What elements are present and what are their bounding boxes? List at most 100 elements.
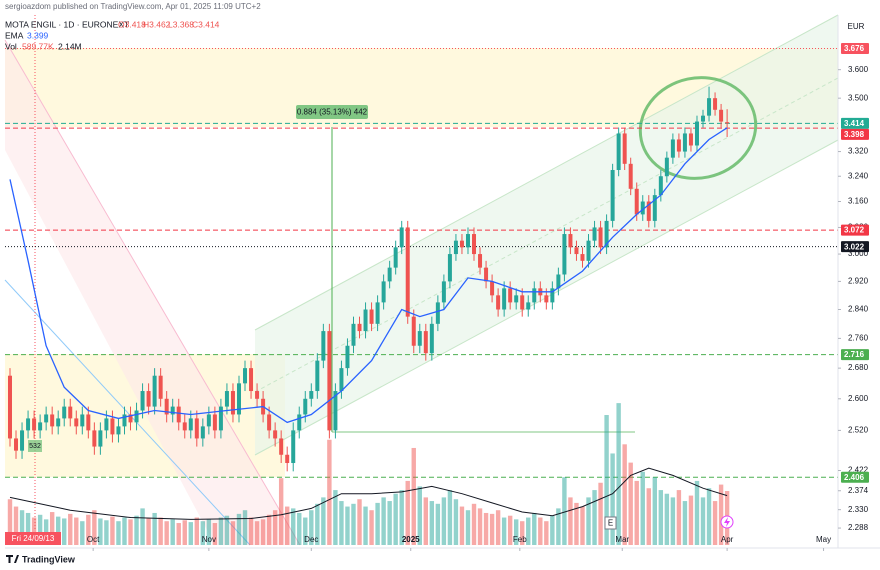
volume-bar [544, 521, 549, 545]
candle-body [544, 295, 549, 303]
price-level-label: 3.022 [844, 242, 865, 251]
volume-bar [110, 516, 115, 545]
candle-body [688, 133, 693, 146]
volume-bar [465, 510, 471, 545]
volume-bar [712, 501, 718, 545]
candle-body [556, 274, 561, 289]
candle-body [502, 288, 507, 310]
y-tick-label: 3.160 [848, 197, 869, 206]
ema-value: 3.399 [27, 30, 49, 40]
candle-body [435, 302, 440, 324]
y-tick-label: 2.374 [848, 486, 869, 495]
volume-bar [501, 517, 507, 545]
volume-bar [405, 480, 410, 545]
candle-body [598, 227, 603, 248]
candle-body [32, 418, 37, 431]
currency: EUR [848, 22, 865, 31]
dividend-bolt [724, 517, 730, 527]
candle-body [381, 281, 386, 303]
crosshair-label: Fri 24/09/13 [12, 534, 55, 543]
volume-bar [68, 513, 73, 545]
candle-body [399, 227, 404, 248]
volume-bar [7, 499, 13, 545]
candle-body [369, 309, 374, 324]
candle-body [520, 295, 525, 310]
volume-bar [640, 471, 645, 545]
volume-bar [700, 497, 706, 545]
volume-bar [254, 521, 260, 545]
volume-bar [146, 518, 151, 545]
candle-body [351, 323, 356, 346]
x-tick-label: 2025 [402, 535, 420, 544]
candle-body [176, 406, 181, 423]
high: H3.462 [143, 19, 171, 29]
y-tick-label: 2.600 [848, 394, 869, 403]
volume-bar [230, 521, 236, 545]
ema-label: EMA [5, 30, 24, 40]
volume-bar [453, 499, 459, 545]
candle-body [80, 414, 85, 427]
candle-body [405, 227, 410, 317]
volume-bar [86, 514, 91, 545]
volume-bar [634, 480, 639, 545]
volume-bar [218, 517, 224, 545]
candle-body [423, 331, 428, 354]
candle-body [291, 430, 296, 464]
candle-body [526, 302, 531, 310]
candle-body [459, 240, 464, 248]
volume-bar [556, 508, 561, 545]
volume-bar [170, 519, 175, 545]
volume-bar [489, 513, 495, 545]
volume-bar [375, 502, 380, 545]
volume-bar [182, 520, 187, 545]
volume-bar [31, 517, 37, 545]
volume-bar [291, 508, 296, 545]
candle-body [255, 391, 260, 399]
candle-body [92, 430, 97, 447]
volume-bar [80, 521, 85, 545]
volume-bar [664, 493, 670, 545]
volume-bar [351, 503, 356, 545]
candle-body [146, 391, 151, 407]
price-levels [5, 48, 838, 478]
volume-bar [429, 501, 435, 545]
price-level-box [841, 117, 869, 129]
candle-body [610, 170, 615, 221]
volume-bar [49, 512, 55, 545]
earnings-box [604, 516, 617, 530]
candle-body [44, 414, 49, 423]
candle-body [140, 391, 145, 411]
candle-body [315, 360, 320, 392]
candle-body [725, 122, 730, 124]
price-level-label: 3.398 [844, 130, 865, 139]
volume-bar [646, 488, 651, 545]
volume-bar [393, 493, 398, 545]
candle-body [634, 188, 639, 215]
x-tick-label: Apr [721, 535, 734, 544]
volume-bar [562, 477, 567, 545]
candle-body [616, 133, 621, 171]
volume-bar [272, 510, 278, 545]
candle-body [194, 418, 199, 439]
measure-box [296, 105, 368, 119]
y-tick-label: 2.422 [848, 466, 869, 475]
volume-bar [321, 497, 326, 545]
measure-label: 0.884 (35.13%) 442 [297, 108, 368, 117]
candle-body [243, 368, 248, 384]
footer: TradingView [22, 554, 76, 564]
axes: 3.6003.5003.3203.2403.1603.0803.0002.920… [87, 43, 869, 551]
candle-body [74, 418, 79, 427]
volume-bar [652, 477, 658, 545]
volume-bar [616, 403, 621, 545]
price-level-box [841, 241, 869, 253]
volume-bar [140, 508, 145, 545]
volume-bar [483, 512, 489, 545]
volume-bar [315, 503, 320, 545]
volume-bar [550, 515, 555, 545]
price-level-label: 3.414 [844, 119, 865, 128]
candle-body [321, 331, 326, 361]
candle-body [628, 163, 633, 189]
candle-body [339, 368, 344, 392]
candle-body [116, 426, 121, 435]
volume-bar [242, 510, 248, 545]
